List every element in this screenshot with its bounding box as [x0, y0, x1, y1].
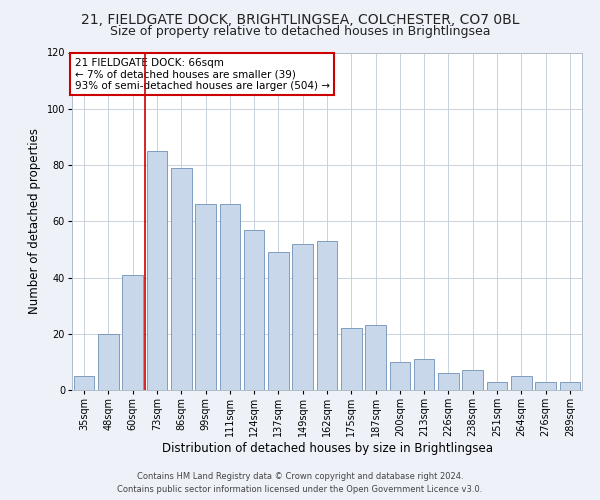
Text: Size of property relative to detached houses in Brightlingsea: Size of property relative to detached ho… — [110, 25, 490, 38]
Bar — [535, 382, 556, 390]
Bar — [389, 362, 410, 390]
Bar — [74, 376, 94, 390]
Text: Contains HM Land Registry data © Crown copyright and database right 2024.
Contai: Contains HM Land Registry data © Crown c… — [118, 472, 482, 494]
X-axis label: Distribution of detached houses by size in Brightlingsea: Distribution of detached houses by size … — [161, 442, 493, 455]
Bar — [365, 326, 386, 390]
Bar — [487, 382, 508, 390]
Bar — [341, 328, 362, 390]
Bar — [268, 252, 289, 390]
Bar — [463, 370, 483, 390]
Bar — [244, 230, 265, 390]
Bar — [220, 204, 240, 390]
Bar — [292, 244, 313, 390]
Y-axis label: Number of detached properties: Number of detached properties — [28, 128, 41, 314]
Bar — [438, 373, 459, 390]
Bar — [122, 274, 143, 390]
Bar — [146, 151, 167, 390]
Text: 21, FIELDGATE DOCK, BRIGHTLINGSEA, COLCHESTER, CO7 0BL: 21, FIELDGATE DOCK, BRIGHTLINGSEA, COLCH… — [81, 12, 519, 26]
Bar — [171, 168, 191, 390]
Bar — [511, 376, 532, 390]
Bar — [317, 241, 337, 390]
Bar — [560, 382, 580, 390]
Text: 21 FIELDGATE DOCK: 66sqm
← 7% of detached houses are smaller (39)
93% of semi-de: 21 FIELDGATE DOCK: 66sqm ← 7% of detache… — [74, 58, 329, 91]
Bar — [195, 204, 216, 390]
Bar — [414, 359, 434, 390]
Bar — [98, 334, 119, 390]
